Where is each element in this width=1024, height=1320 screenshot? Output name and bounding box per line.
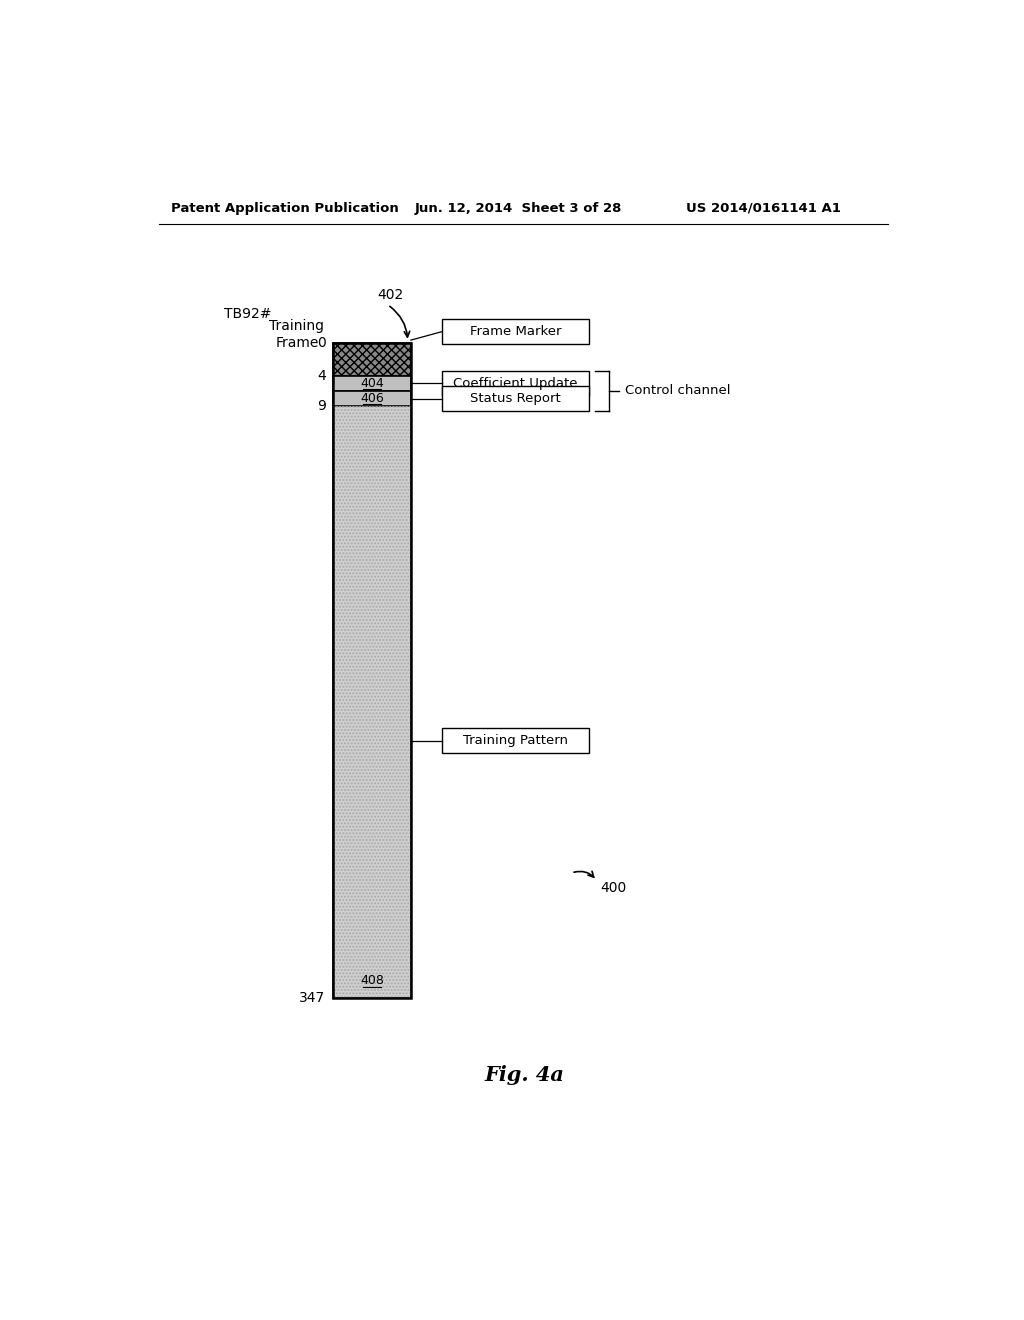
Bar: [442, 385, 589, 412]
Text: 0: 0: [316, 337, 326, 350]
Text: Training Pattern: Training Pattern: [463, 734, 568, 747]
Text: 400: 400: [601, 882, 627, 895]
Bar: [442, 727, 589, 754]
Text: Fig. 4a: Fig. 4a: [484, 1065, 565, 1085]
Bar: [334, 407, 411, 998]
Bar: [442, 319, 589, 345]
Bar: [334, 343, 411, 376]
Text: TB92#: TB92#: [224, 308, 272, 321]
Text: Training
Frame: Training Frame: [269, 318, 325, 350]
Text: Control channel: Control channel: [625, 384, 730, 397]
Bar: [334, 391, 411, 407]
Text: Coefficient Update: Coefficient Update: [454, 376, 578, 389]
Text: 404: 404: [360, 376, 384, 389]
Text: Frame Marker: Frame Marker: [470, 325, 561, 338]
Text: 408: 408: [360, 974, 384, 987]
Bar: [334, 376, 411, 391]
Bar: [334, 343, 411, 376]
Text: 4: 4: [316, 368, 326, 383]
Text: US 2014/0161141 A1: US 2014/0161141 A1: [686, 202, 841, 215]
Text: Patent Application Publication: Patent Application Publication: [171, 202, 398, 215]
Bar: [442, 371, 589, 396]
Bar: [334, 343, 411, 998]
Text: Status Report: Status Report: [470, 392, 561, 405]
Text: 402: 402: [378, 289, 403, 302]
Text: 9: 9: [316, 400, 326, 413]
Bar: [334, 407, 411, 998]
Text: 347: 347: [299, 991, 326, 1005]
Text: Jun. 12, 2014  Sheet 3 of 28: Jun. 12, 2014 Sheet 3 of 28: [415, 202, 623, 215]
Text: 406: 406: [360, 392, 384, 405]
